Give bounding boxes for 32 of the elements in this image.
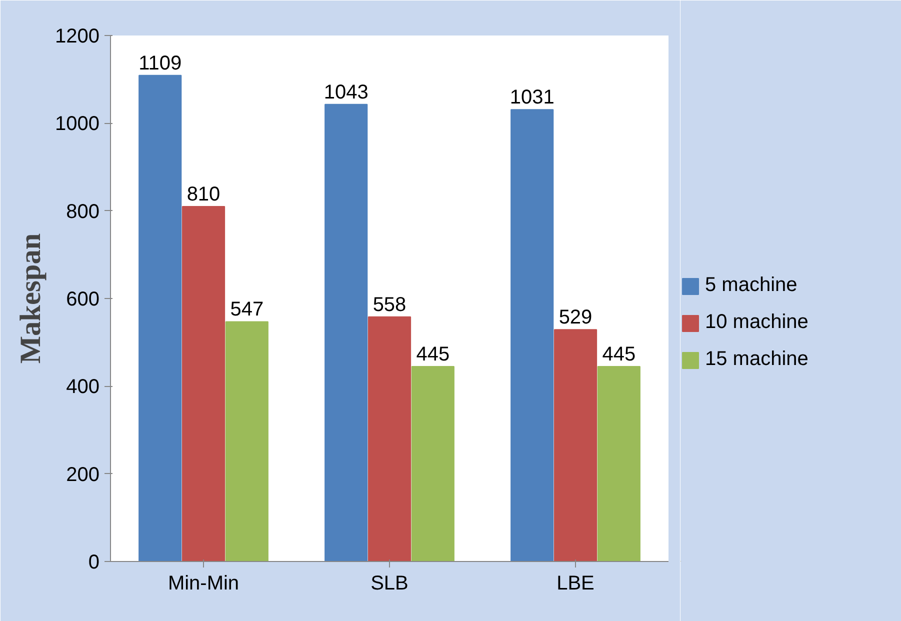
data-label: 547 [230,298,264,321]
bar [411,366,454,562]
y-axis-title: Makespan [15,233,48,364]
bar [225,321,268,562]
y-tick-label: 1000 [55,113,100,136]
data-label: 558 [372,294,406,316]
y-tick-label: 600 [66,288,100,310]
legend-label: 5 machine [705,274,798,297]
legend-label: 15 machine [705,348,808,371]
y-tick-label: 1200 [55,26,100,48]
data-label: 1109 [138,52,182,74]
y-tick-label: 200 [66,464,100,486]
y-tick-label: 0 [88,552,100,574]
y-tick-label: 800 [66,200,100,223]
bar [182,206,226,562]
bar [324,104,368,562]
legend-label: 10 machine [705,311,808,334]
data-label: 1043 [324,81,368,104]
bar [138,74,182,562]
data-label: 445 [602,343,636,366]
data-label: 1031 [510,86,554,109]
bar [510,109,554,562]
data-label: 445 [416,343,450,366]
x-tick-label: Min-Min [168,572,240,594]
x-tick-label: SLB [370,572,408,594]
bar [554,329,598,562]
data-label: 810 [186,183,220,206]
data-label: 529 [558,306,592,329]
y-tick-label: 400 [66,376,100,398]
bar [368,316,412,562]
bar [597,366,640,562]
x-tick-label: LBE [556,572,594,594]
